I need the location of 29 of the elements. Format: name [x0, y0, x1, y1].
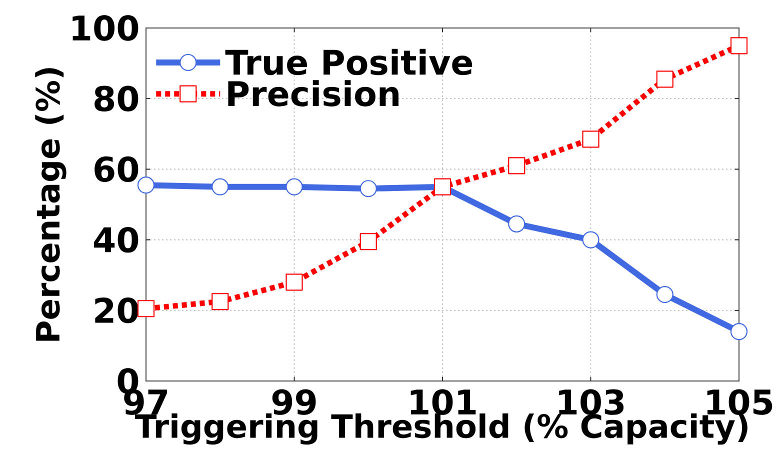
point [360, 180, 377, 198]
x-tick-label: 105 [707, 389, 772, 415]
point [360, 233, 377, 250]
point [508, 157, 526, 174]
point [656, 70, 674, 88]
point [508, 215, 526, 232]
y-tick-label: 60 [94, 156, 138, 182]
y-tick-label: 100 [72, 15, 138, 41]
point [286, 178, 303, 196]
y-tick-label: 40 [94, 226, 138, 253]
point [212, 293, 229, 310]
x-tick-label: 99 [272, 389, 316, 415]
point [137, 300, 155, 318]
point [656, 286, 674, 304]
point [137, 176, 155, 194]
legend-label: Precision [228, 80, 398, 106]
point [286, 274, 303, 291]
point [730, 37, 748, 54]
x-axis-title: Triggering Threshold (% Capacity) [135, 413, 748, 445]
point [730, 323, 748, 340]
y-axis-title: Percentage (%) [35, 68, 66, 341]
x-tick-label: 101 [410, 389, 476, 415]
legend-label: True Positive [225, 48, 472, 76]
point [582, 231, 600, 248]
y-tick-label: 20 [95, 298, 138, 324]
x-tick-label: 103 [559, 389, 624, 415]
y-tick-label: 80 [94, 86, 138, 112]
point [582, 130, 600, 148]
point [212, 178, 229, 196]
